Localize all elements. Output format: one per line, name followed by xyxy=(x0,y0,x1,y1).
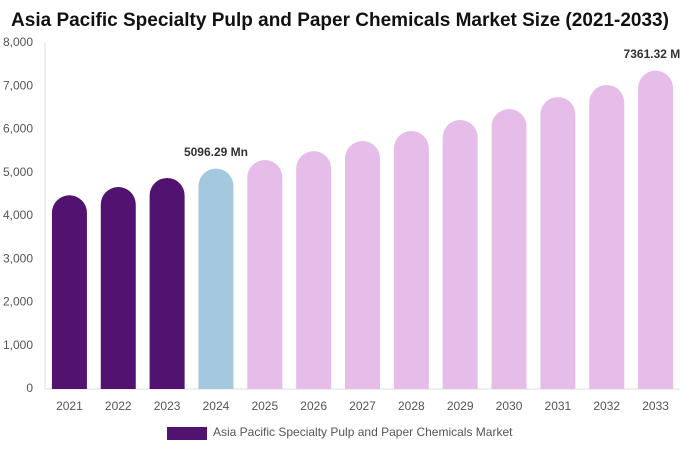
legend-label: Asia Pacific Specialty Pulp and Paper Ch… xyxy=(213,425,513,439)
bar xyxy=(149,177,185,389)
x-tick-label: 2022 xyxy=(105,399,132,413)
x-tick-label: 2025 xyxy=(251,399,278,413)
y-tick-label: 6,000 xyxy=(3,122,33,136)
x-tick-label: 2021 xyxy=(56,399,83,413)
y-tick-label: 7,000 xyxy=(3,78,33,92)
bar xyxy=(638,70,674,389)
bar xyxy=(198,168,234,389)
y-tick-label: 8,000 xyxy=(3,35,33,49)
bar xyxy=(540,97,576,389)
chart-title: Asia Pacific Specialty Pulp and Paper Ch… xyxy=(11,10,669,31)
y-tick-label: 4,000 xyxy=(3,208,33,222)
bar xyxy=(345,141,380,389)
bar xyxy=(100,187,136,389)
data-label: 7361.32 Mn xyxy=(624,47,680,61)
x-tick-label: 2026 xyxy=(300,399,327,413)
bar xyxy=(296,151,332,389)
x-tick-label: 2028 xyxy=(398,399,425,413)
data-label: 5096.29 Mn xyxy=(184,145,248,159)
y-tick-label: 0 xyxy=(26,381,33,395)
x-tick-label: 2032 xyxy=(593,399,620,413)
x-tick-label: 2031 xyxy=(545,399,572,413)
bar xyxy=(247,159,283,389)
x-tick-label: 2023 xyxy=(154,399,181,413)
y-tick-label: 2,000 xyxy=(3,295,33,309)
bar xyxy=(51,195,87,389)
bar xyxy=(442,119,478,390)
x-tick-label: 2030 xyxy=(496,399,523,413)
y-tick-label: 3,000 xyxy=(3,251,33,265)
x-tick-label: 2024 xyxy=(203,399,230,413)
bar xyxy=(491,108,527,389)
y-tick-label: 1,000 xyxy=(3,338,33,352)
y-tick-label: 5,000 xyxy=(3,165,33,179)
bar xyxy=(393,131,429,390)
x-tick-label: 2033 xyxy=(642,399,669,413)
legend-swatch xyxy=(167,427,207,440)
x-tick-label: 2029 xyxy=(447,399,474,413)
x-tick-label: 2027 xyxy=(349,399,376,413)
bar xyxy=(589,84,625,389)
